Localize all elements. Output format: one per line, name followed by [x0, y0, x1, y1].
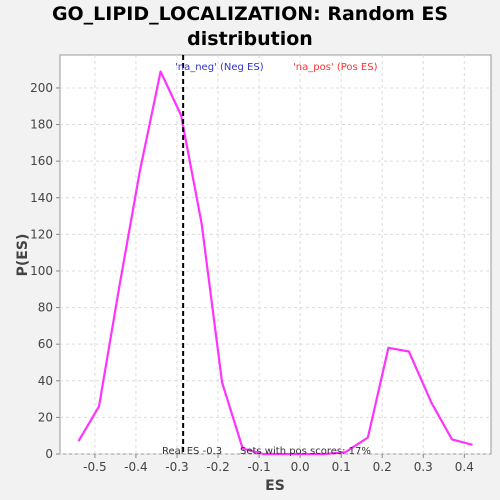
- x-tick-label: 0.0: [291, 460, 310, 474]
- x-tick-label: -0.4: [124, 460, 147, 474]
- y-axis-label: P(ES): [15, 234, 31, 277]
- y-tick-label: 160: [30, 154, 53, 168]
- x-tick-label: -0.5: [83, 460, 106, 474]
- y-tick-label: 120: [30, 227, 53, 241]
- x-tick-label: -0.2: [206, 460, 229, 474]
- x-tick-label: 0.4: [455, 460, 474, 474]
- y-tick-label: 40: [38, 374, 53, 388]
- plot-area: [59, 54, 492, 455]
- x-tick-label: 0.1: [332, 460, 351, 474]
- grid: [60, 55, 491, 455]
- es-distribution-line: [77, 70, 473, 456]
- y-tick-label: 20: [38, 410, 53, 424]
- chart-title: GO_LIPID_LOCALIZATION: Random ES distrib…: [0, 2, 500, 52]
- chart-title-line-1: GO_LIPID_LOCALIZATION: Random ES: [51, 3, 449, 25]
- legend-neg: 'na_neg' (Neg ES): [175, 62, 264, 73]
- legend-pos: 'na_pos' (Pos ES): [293, 62, 378, 73]
- real-es-annotation: Real ES -0.3: [162, 446, 222, 457]
- axes: 0 20 40 60 80 100 120 140 160 180 200 -0.5 -0.4 -0.3 -…: [30, 81, 474, 474]
- y-tick-label: 0: [45, 447, 53, 461]
- x-tick-label: -0.1: [247, 460, 270, 474]
- pos-scores-annotation: Sets with pos scores: 17%: [240, 446, 371, 457]
- series: [77, 70, 473, 456]
- y-tick-label: 100: [30, 264, 53, 278]
- x-tick-label: -0.3: [165, 460, 188, 474]
- y-tick-label: 60: [38, 337, 53, 351]
- x-axis-label: ES: [265, 478, 285, 494]
- y-tick-label: 200: [30, 81, 53, 95]
- x-tick-label: 0.3: [414, 460, 433, 474]
- y-tick-label: 80: [38, 301, 53, 315]
- y-tick-label: 180: [30, 118, 53, 132]
- y-tick-label: 140: [30, 191, 53, 205]
- annotations: 'na_neg' (Neg ES) 'na_pos' (Pos ES) Real E…: [162, 55, 378, 457]
- chart-title-line-2: distribution: [187, 28, 313, 50]
- x-tick-label: 0.2: [373, 460, 392, 474]
